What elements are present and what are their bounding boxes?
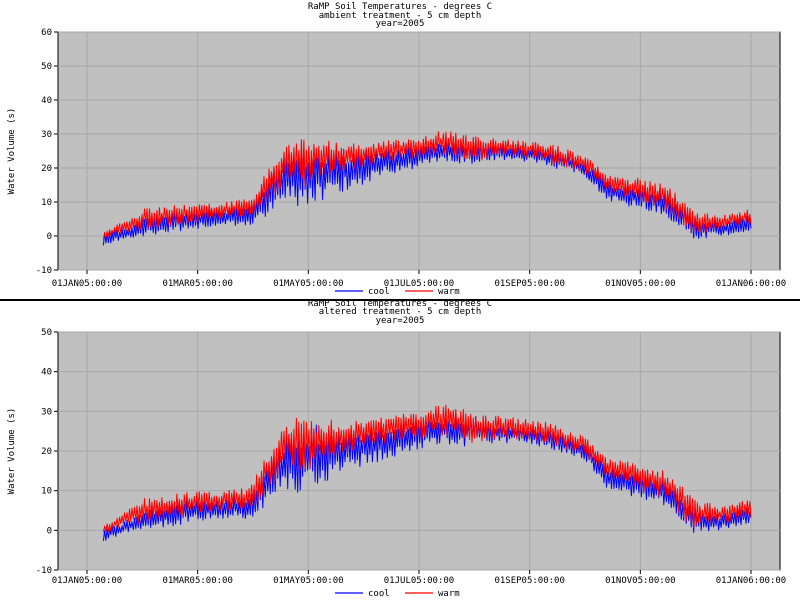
y-tick-label: 10 — [41, 198, 52, 208]
x-tick-label: 01JAN05:00:00 — [52, 576, 122, 586]
y-tick-label: 30 — [41, 130, 52, 140]
chart-title: RaMP Soil Temperatures - degrees C — [308, 2, 492, 12]
y-tick-label: 50 — [41, 62, 52, 72]
group-label: year=2005 — [376, 19, 425, 29]
y-tick-label: 50 — [41, 328, 52, 338]
legend-label-cool: cool — [368, 589, 390, 599]
x-tick-label: 01MAR05:00:00 — [162, 279, 232, 289]
x-tick-label: 01MAR05:00:00 — [162, 576, 232, 586]
group-label: year=2005 — [376, 316, 425, 326]
x-tick-label: 01MAY05:00:00 — [273, 576, 343, 586]
x-tick-label: 01SEP05:00:00 — [494, 279, 564, 289]
x-tick-label: 01MAY05:00:00 — [273, 279, 343, 289]
y-tick-label: 0 — [47, 526, 52, 536]
panel-divider — [0, 299, 800, 301]
legend-label-warm: warm — [438, 287, 460, 297]
y-tick-label: 20 — [41, 164, 52, 174]
y-tick-label: 30 — [41, 407, 52, 417]
series-line-warm — [102, 131, 752, 240]
x-tick-label: 01JAN06:00:00 — [716, 279, 786, 289]
chart-subtitle: altered treatment - 5 cm depth — [319, 307, 482, 317]
y-axis-label: Water Volume (s) — [7, 108, 17, 195]
y-tick-label: 40 — [41, 368, 52, 378]
y-tick-label: 40 — [41, 96, 52, 106]
x-tick-label: 01JUL05:00:00 — [384, 576, 454, 586]
y-tick-label: 10 — [41, 487, 52, 497]
x-tick-label: 01JUL05:00:00 — [384, 279, 454, 289]
x-tick-label: 01NOV05:00:00 — [605, 576, 675, 586]
x-tick-label: 01JAN05:00:00 — [52, 279, 122, 289]
x-tick-label: 01SEP05:00:00 — [494, 576, 564, 586]
chart-title: RaMP Soil Temperatures - degrees C — [308, 299, 492, 309]
y-tick-label: -10 — [36, 266, 52, 276]
series-line-warm — [102, 404, 752, 533]
legend-label-cool: cool — [368, 287, 390, 297]
chart-subtitle: ambient treatment - 5 cm depth — [319, 11, 482, 21]
y-tick-label: 0 — [47, 232, 52, 242]
x-tick-label: 01JAN06:00:00 — [716, 576, 786, 586]
y-tick-label: 60 — [41, 28, 52, 38]
legend-label-warm: warm — [438, 589, 460, 599]
y-axis-label: Water Volume (s) — [7, 408, 17, 495]
y-tick-label: 20 — [41, 447, 52, 457]
y-tick-label: -10 — [36, 566, 52, 576]
x-tick-label: 01NOV05:00:00 — [605, 279, 675, 289]
